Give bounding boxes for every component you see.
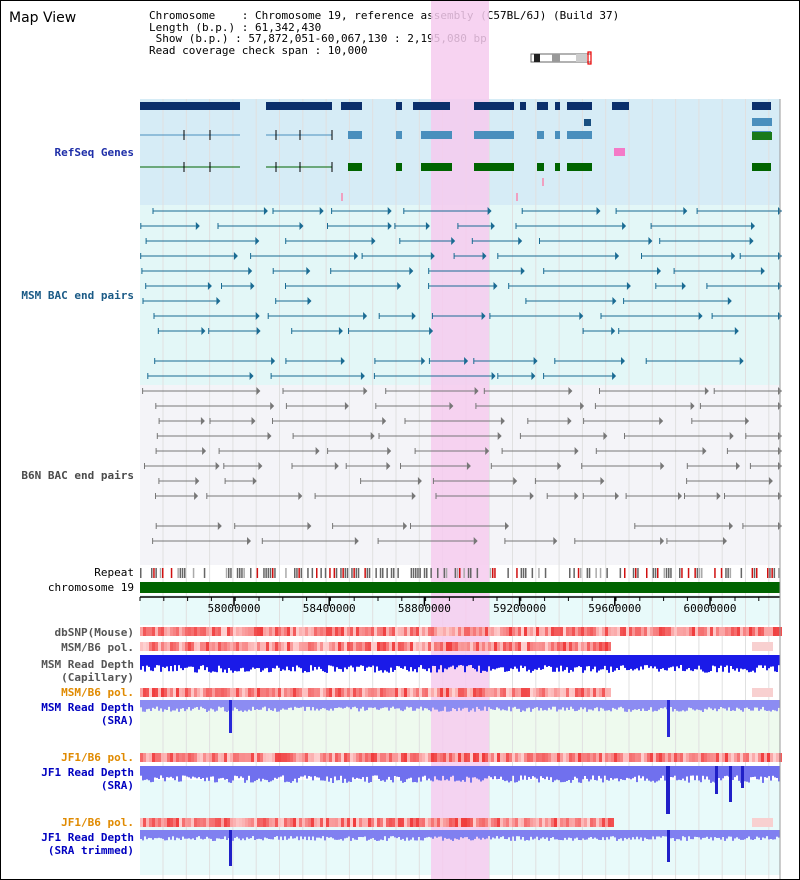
axis-tick-label: 59600000	[588, 602, 641, 615]
selection-highlight[interactable]	[431, 0, 489, 880]
gene-exon	[555, 163, 560, 171]
msm-depth-capillary-line1: MSM Read Depth	[41, 658, 134, 671]
jf1-depth-trimmed-label: JF1 Read Depth (SRA trimmed)	[41, 831, 134, 857]
axis-tick-label: 60000000	[684, 602, 737, 615]
gene-exon	[537, 102, 548, 110]
axis-tick-label: 58400000	[303, 602, 356, 615]
jf1-b6-pol-label-2: JF1/B6 pol.	[61, 816, 134, 829]
length-info: Length (b.p.) : 61,342,430	[149, 20, 322, 34]
jf1-depth-sra-line1: JF1 Read Depth	[41, 766, 134, 779]
gene-feature	[614, 148, 625, 156]
msm-depth-capillary-label: MSM Read Depth (Capillary)	[41, 658, 134, 684]
gene-exon	[348, 102, 362, 110]
gene-exon	[396, 131, 402, 139]
gene-exon	[752, 102, 771, 110]
position-axis: 58000000 58400000 58800000 59200000 59600000…	[139, 596, 780, 615]
msm-b6-pol-label-2: MSM/B6 pol.	[61, 686, 134, 699]
gene-exon	[474, 163, 514, 171]
gene-exon	[567, 163, 592, 171]
msm-bac-label: MSM BAC end pairs	[21, 289, 134, 302]
coverage-span-info: Read coverage check span : 10,000	[149, 43, 368, 57]
gene-exon	[567, 131, 592, 139]
gene-exon	[266, 102, 332, 110]
jf1-depth-sra-line2: (SRA)	[100, 779, 134, 792]
gene-exon	[555, 131, 560, 139]
jf1-depth-trimmed-line1: JF1 Read Depth	[41, 831, 134, 844]
gene-exon	[140, 102, 240, 110]
chromosome-bar	[140, 582, 780, 593]
chromosome-ideogram	[530, 51, 592, 65]
msm-bac-pairs[interactable]	[140, 207, 782, 380]
gene-exon	[348, 163, 362, 171]
gene-feature	[584, 119, 591, 126]
b6n-bac-label: B6N BAC end pairs	[21, 469, 134, 482]
gene-exon	[421, 163, 452, 171]
gene-exon	[341, 102, 348, 110]
gene-exon	[413, 102, 421, 110]
read-depth-tracks	[140, 655, 780, 866]
axis-tick-label: 58000000	[208, 602, 261, 615]
repeat-label: Repeat	[94, 566, 134, 579]
gene-exon	[537, 131, 544, 139]
gene-exon	[752, 132, 772, 140]
gene-exon	[537, 163, 544, 171]
jf1-depth-sra-label: JF1 Read Depth (SRA)	[41, 766, 134, 792]
repeat-track	[140, 568, 780, 578]
gene-exon	[520, 102, 526, 110]
gene-exon	[612, 102, 629, 110]
gene-exon	[555, 102, 560, 110]
gene-exon	[752, 118, 772, 126]
msm-depth-sra-line1: MSM Read Depth	[41, 701, 134, 714]
gene-exon	[474, 102, 514, 110]
jf1-b6-pol-label-1: JF1/B6 pol.	[61, 751, 134, 764]
gene-exon	[474, 131, 514, 139]
msm-depth-sra-label: MSM Read Depth (SRA)	[41, 701, 134, 727]
axis-tick-label: 58800000	[398, 602, 451, 615]
axis-tick-label: 59200000	[493, 602, 546, 615]
assembly-info: Chromosome : Chromosome 19, reference as…	[149, 10, 619, 56]
gene-exon	[567, 102, 592, 110]
msm-depth-capillary-line2: (Capillary)	[61, 671, 134, 684]
dbsnp-label: dbSNP(Mouse)	[54, 626, 134, 639]
gene-exon	[752, 163, 771, 171]
refseq-gene-track[interactable]	[140, 102, 772, 201]
gene-exon	[348, 131, 362, 139]
gene-exon	[396, 163, 402, 171]
gene-exon	[396, 102, 402, 110]
refseq-genes-label: RefSeq Genes	[54, 146, 134, 159]
gene-exon	[421, 102, 450, 110]
jf1-depth-trimmed-line2: (SRA trimmed)	[47, 844, 134, 857]
chromosome-label: chromosome 19	[47, 581, 134, 594]
gene-exon	[421, 131, 452, 139]
polymorphism-tracks	[140, 627, 782, 827]
msm-depth-sra-line2: (SRA)	[100, 714, 134, 727]
page-title: Map View	[9, 10, 77, 26]
msm-b6-pol-label-1: MSM/B6 pol.	[61, 641, 134, 654]
